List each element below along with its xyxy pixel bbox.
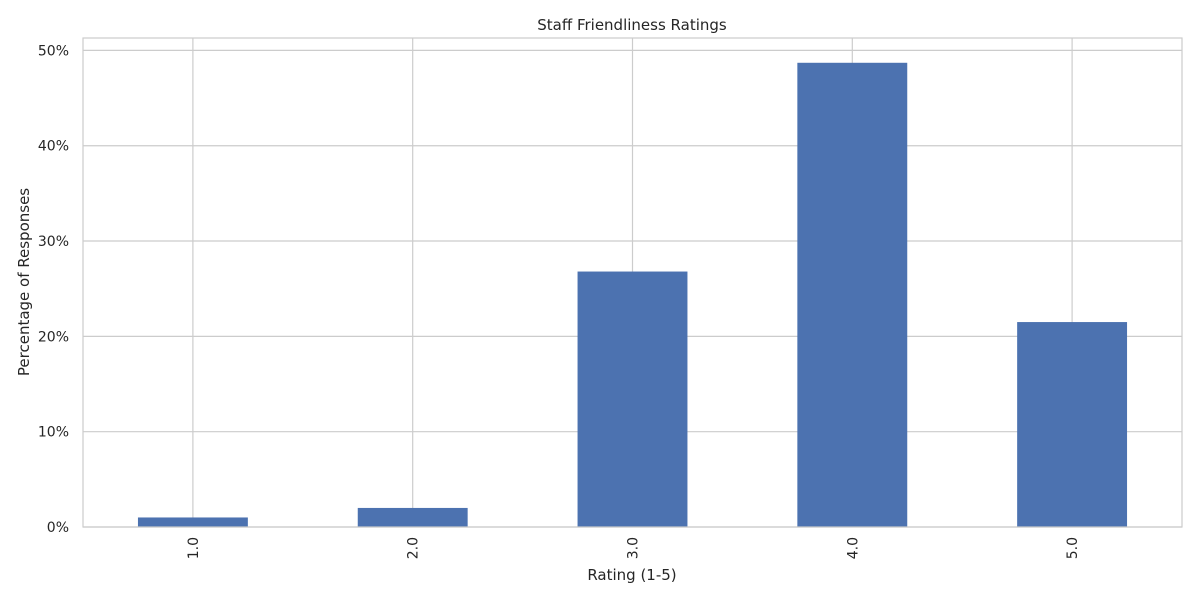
y-tick-label: 50% (38, 43, 69, 59)
bars (137, 62, 1128, 527)
x-tick-label: 2.0 (406, 537, 422, 559)
bar-rating-5.0 (1017, 322, 1128, 527)
y-tick-label: 10% (38, 425, 69, 441)
bar-rating-4.0 (797, 62, 908, 527)
chart-title: Staff Friendliness Ratings (537, 16, 727, 34)
y-tick-labels: 0% 10% 20% 30% 40% 50% (38, 43, 69, 536)
y-tick-label: 20% (38, 329, 69, 345)
plot-frame (82, 37, 1183, 528)
bar-rating-3.0 (577, 271, 688, 527)
y-tick-label: 30% (38, 234, 69, 250)
bar-rating-1.0 (137, 517, 248, 527)
y-tick-label: 40% (38, 139, 69, 155)
x-tick-labels: 1.0 2.0 3.0 4.0 5.0 (186, 537, 1081, 559)
bar-rating-2.0 (357, 507, 468, 527)
x-tick-label: 1.0 (186, 537, 202, 559)
y-tick-label: 0% (47, 520, 69, 536)
x-axis-label: Rating (1-5) (587, 566, 676, 584)
x-tick-label: 3.0 (626, 537, 642, 559)
x-tick-label: 5.0 (1065, 537, 1081, 559)
y-axis-label: Percentage of Responses (15, 188, 33, 376)
x-tick-label: 4.0 (845, 537, 861, 559)
